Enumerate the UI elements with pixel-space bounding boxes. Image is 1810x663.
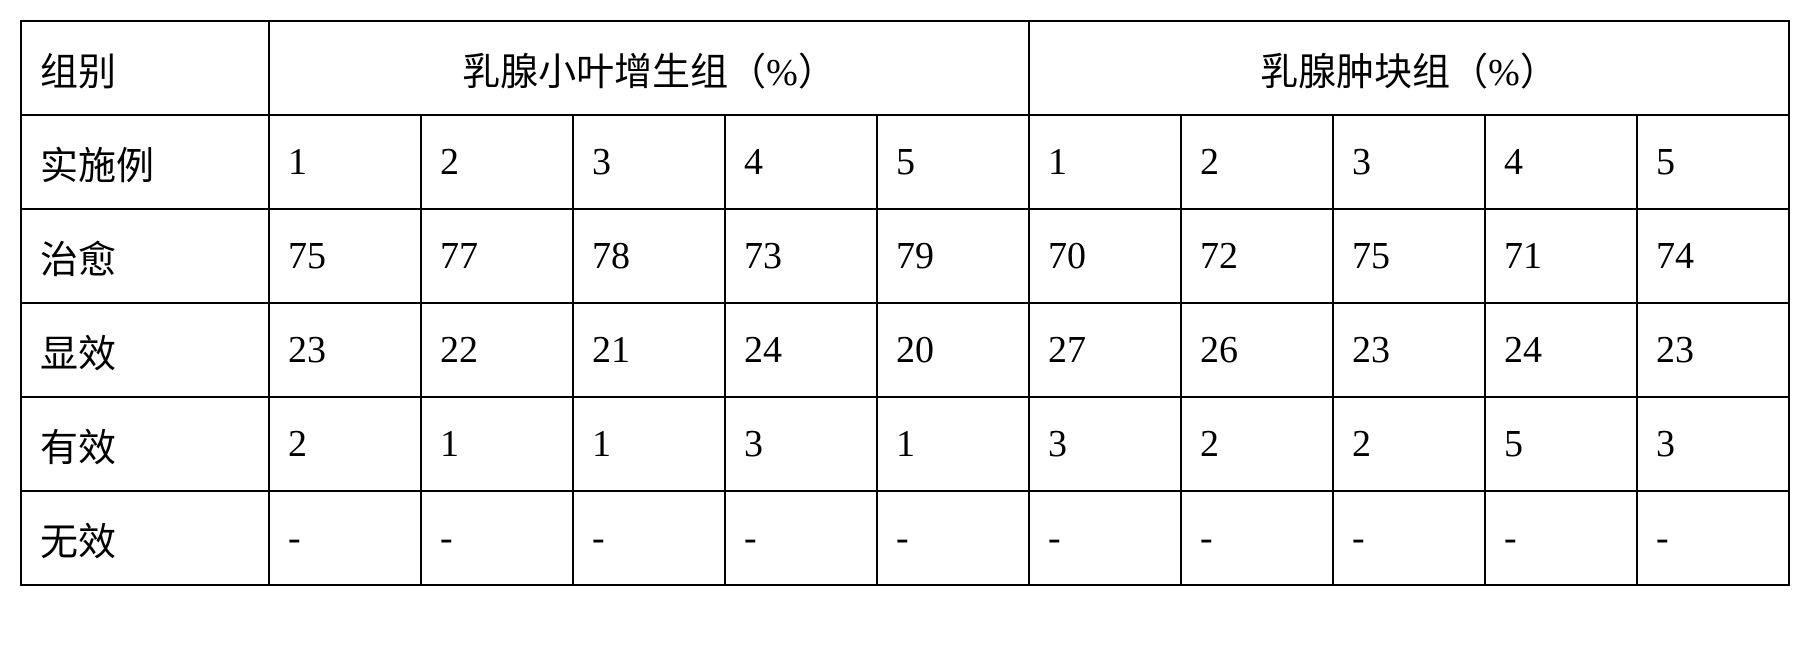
data-cell: -	[1333, 491, 1485, 585]
data-cell: 1	[269, 115, 421, 209]
row-label: 显效	[21, 303, 269, 397]
data-cell: -	[1029, 491, 1181, 585]
group-label-header: 组别	[21, 21, 269, 115]
data-cell: 3	[1637, 397, 1789, 491]
data-cell: -	[725, 491, 877, 585]
row-label: 无效	[21, 491, 269, 585]
data-cell: 24	[725, 303, 877, 397]
data-cell: 2	[1181, 115, 1333, 209]
data-cell: 2	[269, 397, 421, 491]
data-cell: -	[1485, 491, 1637, 585]
table-row: 显效 23 22 21 24 20 27 26 23 24 23	[21, 303, 1789, 397]
data-cell: 20	[877, 303, 1029, 397]
data-cell: 4	[725, 115, 877, 209]
data-cell: 22	[421, 303, 573, 397]
data-cell: 23	[1637, 303, 1789, 397]
table-row: 治愈 75 77 78 73 79 70 72 75 71 74	[21, 209, 1789, 303]
data-cell: 79	[877, 209, 1029, 303]
table-row: 无效 - - - - - - - - - -	[21, 491, 1789, 585]
data-cell: 3	[725, 397, 877, 491]
data-cell: 21	[573, 303, 725, 397]
data-cell: 1	[1029, 115, 1181, 209]
data-cell: 5	[1485, 397, 1637, 491]
data-cell: 73	[725, 209, 877, 303]
data-cell: 26	[1181, 303, 1333, 397]
data-cell: 27	[1029, 303, 1181, 397]
data-cell: 5	[1637, 115, 1789, 209]
data-cell: 1	[573, 397, 725, 491]
row-label: 实施例	[21, 115, 269, 209]
data-cell: 75	[269, 209, 421, 303]
efficacy-table: 组别 乳腺小叶增生组（%） 乳腺肿块组（%） 实施例 1 2 3 4 5 1 2…	[20, 20, 1790, 586]
data-cell: 1	[421, 397, 573, 491]
data-cell: 24	[1485, 303, 1637, 397]
data-cell: 78	[573, 209, 725, 303]
row-label: 治愈	[21, 209, 269, 303]
data-cell: 71	[1485, 209, 1637, 303]
data-cell: 70	[1029, 209, 1181, 303]
data-cell: -	[269, 491, 421, 585]
data-cell: 2	[1333, 397, 1485, 491]
data-cell: -	[1637, 491, 1789, 585]
data-cell: 2	[421, 115, 573, 209]
group-b-header: 乳腺肿块组（%）	[1029, 21, 1789, 115]
data-cell: 5	[877, 115, 1029, 209]
data-cell: 4	[1485, 115, 1637, 209]
data-cell: 23	[269, 303, 421, 397]
group-a-header: 乳腺小叶增生组（%）	[269, 21, 1029, 115]
data-cell: 77	[421, 209, 573, 303]
data-cell: 74	[1637, 209, 1789, 303]
data-cell: -	[877, 491, 1029, 585]
data-cell: 1	[877, 397, 1029, 491]
data-cell: 3	[1029, 397, 1181, 491]
data-cell: -	[421, 491, 573, 585]
table-row: 实施例 1 2 3 4 5 1 2 3 4 5	[21, 115, 1789, 209]
data-cell: 3	[1333, 115, 1485, 209]
data-cell: -	[573, 491, 725, 585]
row-label: 有效	[21, 397, 269, 491]
data-cell: -	[1181, 491, 1333, 585]
table-header-row: 组别 乳腺小叶增生组（%） 乳腺肿块组（%）	[21, 21, 1789, 115]
data-cell: 72	[1181, 209, 1333, 303]
data-cell: 2	[1181, 397, 1333, 491]
data-cell: 23	[1333, 303, 1485, 397]
table-row: 有效 2 1 1 3 1 3 2 2 5 3	[21, 397, 1789, 491]
data-cell: 3	[573, 115, 725, 209]
data-cell: 75	[1333, 209, 1485, 303]
